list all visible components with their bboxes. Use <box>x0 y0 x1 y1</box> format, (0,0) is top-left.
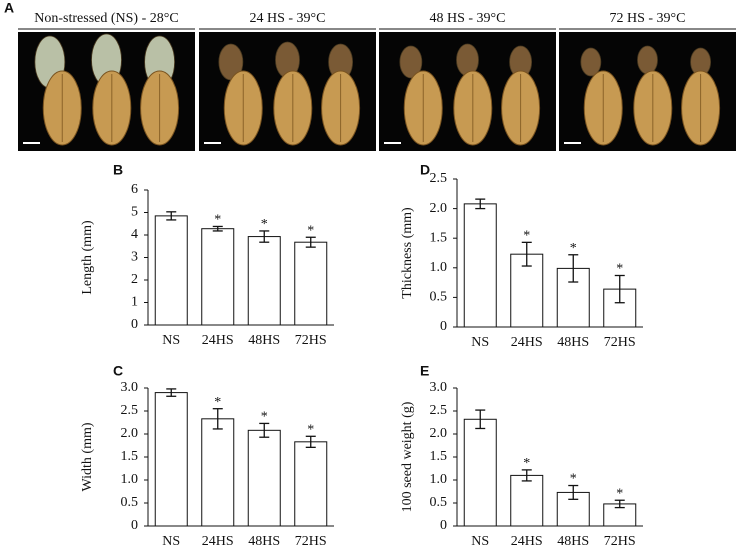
y-tick-label: 2 <box>131 272 138 287</box>
error-bar <box>212 225 223 232</box>
significance-mark: * <box>523 456 530 471</box>
bar <box>294 441 328 527</box>
bar <box>201 228 235 326</box>
panel-label: A <box>4 0 14 16</box>
x-tick-label: 24HS <box>202 333 234 348</box>
error-bar <box>614 274 625 304</box>
bar <box>201 418 235 527</box>
y-axis-label: Width (mm) <box>80 422 95 491</box>
significance-mark: * <box>616 262 623 277</box>
significance-mark: * <box>214 395 221 410</box>
significance-mark: * <box>570 241 577 256</box>
significance-mark: * <box>523 229 530 244</box>
y-tick-label: 0 <box>440 319 447 334</box>
significance-mark: * <box>616 486 623 501</box>
x-tick-label: 72HS <box>604 335 636 350</box>
x-tick-label: 48HS <box>557 335 589 350</box>
error-bar <box>521 241 532 267</box>
panel-label: C <box>113 363 123 379</box>
error-bar <box>614 499 625 509</box>
error-bar <box>259 422 270 438</box>
grain-hulled <box>399 45 423 79</box>
x-tick-label: 24HS <box>202 534 234 549</box>
error-bar <box>305 435 316 448</box>
y-tick-label: 0 <box>440 518 447 533</box>
x-tick-label: NS <box>471 335 489 350</box>
y-axis-label: 100 seed weight (g) <box>400 401 415 512</box>
bar <box>247 429 281 527</box>
error-bar <box>305 236 316 248</box>
x-tick-label: 48HS <box>248 333 280 348</box>
y-tick-label: 1.5 <box>430 230 448 245</box>
y-tick-label: 2.5 <box>430 171 448 186</box>
bar <box>154 392 188 527</box>
bar <box>463 418 497 527</box>
y-tick-label: 2.0 <box>430 426 448 441</box>
x-tick-label: 72HS <box>295 333 327 348</box>
y-tick-label: 3.0 <box>121 380 139 395</box>
significance-mark: * <box>307 423 314 438</box>
y-tick-label: 1 <box>131 295 138 310</box>
y-tick-label: 2.0 <box>430 201 448 216</box>
x-tick-label: 72HS <box>604 534 636 549</box>
y-tick-label: 2.5 <box>121 403 139 418</box>
photo-header: 48 HS - 39°C <box>430 11 506 26</box>
bar <box>247 236 281 326</box>
significance-mark: * <box>261 217 268 232</box>
panel-label: D <box>420 162 430 178</box>
photo-header: Non-stressed (NS) - 28°C <box>34 11 178 26</box>
significance-mark: * <box>214 213 221 228</box>
bar <box>294 241 328 326</box>
x-tick-label: 24HS <box>511 335 543 350</box>
error-bar <box>475 198 486 210</box>
y-tick-label: 2.5 <box>430 403 448 418</box>
y-tick-label: 0.5 <box>430 290 448 305</box>
significance-mark: * <box>570 472 577 487</box>
y-tick-label: 0.5 <box>430 495 448 510</box>
error-bar <box>166 388 177 397</box>
photo-header: 72 HS - 39°C <box>610 11 686 26</box>
error-bar <box>259 230 270 243</box>
y-tick-label: 1.0 <box>121 472 139 487</box>
y-tick-label: 1.5 <box>430 449 448 464</box>
error-bar <box>521 469 532 482</box>
significance-mark: * <box>307 223 314 238</box>
y-tick-label: 6 <box>131 182 138 197</box>
y-tick-label: 1.0 <box>430 472 448 487</box>
x-tick-label: 48HS <box>557 534 589 549</box>
x-tick-label: NS <box>162 333 180 348</box>
y-tick-label: 1.0 <box>430 260 448 275</box>
y-tick-label: 0 <box>131 518 138 533</box>
error-bar <box>568 484 579 500</box>
y-axis-label: Length (mm) <box>80 220 95 295</box>
bar <box>510 474 544 527</box>
y-axis-label: Thickness (mm) <box>400 207 415 299</box>
x-tick-label: NS <box>162 534 180 549</box>
error-bar <box>568 254 579 283</box>
y-tick-label: 0 <box>131 317 138 332</box>
x-tick-label: 48HS <box>248 534 280 549</box>
photo-header: 24 HS - 39°C <box>250 11 326 26</box>
bar <box>154 215 188 326</box>
grain-hulled <box>637 45 658 75</box>
panel-label: B <box>113 162 123 178</box>
significance-mark: * <box>261 410 268 425</box>
x-tick-label: 24HS <box>511 534 543 549</box>
y-tick-label: 4 <box>131 227 138 242</box>
error-bar <box>212 408 223 430</box>
bar <box>463 203 497 328</box>
error-bar <box>475 409 486 430</box>
x-tick-label: 72HS <box>295 534 327 549</box>
x-tick-label: NS <box>471 534 489 549</box>
y-tick-label: 3 <box>131 250 138 265</box>
y-tick-label: 3.0 <box>430 380 448 395</box>
error-bar <box>166 211 177 221</box>
y-tick-label: 1.5 <box>121 449 139 464</box>
y-tick-label: 0.5 <box>121 495 139 510</box>
panel-label: E <box>420 363 429 379</box>
y-tick-label: 5 <box>131 205 138 220</box>
grain-hulled <box>580 47 602 77</box>
y-tick-label: 2.0 <box>121 426 139 441</box>
